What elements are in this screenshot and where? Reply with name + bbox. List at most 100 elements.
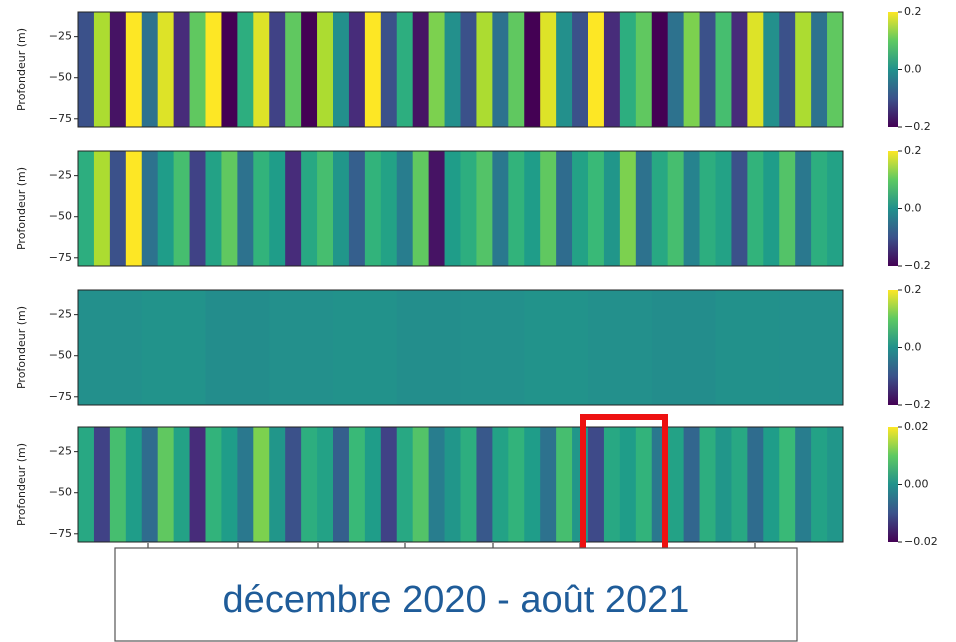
heat-column bbox=[269, 151, 285, 266]
heat-column bbox=[285, 427, 301, 542]
heat-column bbox=[556, 427, 572, 542]
heat-column bbox=[413, 12, 429, 127]
y-tick-label: −75 bbox=[49, 390, 72, 403]
heat-column bbox=[237, 151, 253, 266]
heat-column bbox=[365, 12, 381, 127]
heat-column bbox=[492, 12, 508, 127]
heat-column bbox=[747, 427, 763, 542]
heat-column bbox=[652, 12, 668, 127]
heat-column bbox=[763, 12, 779, 127]
heat-column bbox=[333, 12, 349, 127]
heat-column bbox=[795, 12, 811, 127]
heat-column bbox=[253, 151, 269, 266]
heat-column bbox=[333, 427, 349, 542]
heat-column bbox=[461, 427, 477, 542]
heat-column bbox=[827, 151, 843, 266]
heat-column bbox=[445, 151, 461, 266]
heat-column bbox=[524, 12, 540, 127]
heat-column bbox=[716, 12, 732, 127]
heat-column bbox=[78, 151, 94, 266]
heat-column bbox=[604, 12, 620, 127]
heat-column bbox=[811, 151, 827, 266]
heat-column bbox=[253, 12, 269, 127]
heat-column bbox=[269, 12, 285, 127]
heat-column bbox=[269, 427, 285, 542]
y-axis-label: Profondeur (m) bbox=[15, 167, 28, 250]
y-tick-label: −50 bbox=[49, 349, 72, 362]
heat-column bbox=[684, 151, 700, 266]
heat-column bbox=[620, 427, 636, 542]
heat-column bbox=[126, 427, 142, 542]
y-axis-label: Profondeur (m) bbox=[15, 306, 28, 389]
heat-column bbox=[237, 427, 253, 542]
heat-column bbox=[476, 427, 492, 542]
heat-column bbox=[731, 151, 747, 266]
heat-column bbox=[126, 12, 142, 127]
heat-column bbox=[78, 12, 94, 127]
heat-column bbox=[110, 151, 126, 266]
heat-column bbox=[349, 427, 365, 542]
heat-column bbox=[206, 151, 222, 266]
heat-column bbox=[381, 12, 397, 127]
heat-column bbox=[158, 427, 174, 542]
heat-column bbox=[668, 12, 684, 127]
heat-column bbox=[763, 427, 779, 542]
heat-column bbox=[397, 151, 413, 266]
heat-column bbox=[716, 427, 732, 542]
heat-column bbox=[142, 290, 206, 405]
heat-column bbox=[524, 151, 540, 266]
heat-column bbox=[668, 151, 684, 266]
heat-column bbox=[445, 427, 461, 542]
heat-column bbox=[221, 151, 237, 266]
heat-column bbox=[604, 151, 620, 266]
heat-column bbox=[94, 12, 110, 127]
heat-column bbox=[349, 12, 365, 127]
heat-column bbox=[349, 151, 365, 266]
heat-column bbox=[508, 151, 524, 266]
heat-column bbox=[94, 151, 110, 266]
heat-column bbox=[604, 427, 620, 542]
y-tick-label: −50 bbox=[49, 71, 72, 84]
heat-column bbox=[779, 290, 843, 405]
heat-column bbox=[174, 151, 190, 266]
heat-column bbox=[445, 12, 461, 127]
heat-column bbox=[142, 151, 158, 266]
heat-column bbox=[237, 12, 253, 127]
annotation: décembre 2020 - août 2021 bbox=[223, 579, 690, 621]
heat-column bbox=[285, 151, 301, 266]
heat-column bbox=[301, 427, 317, 542]
colorbar bbox=[888, 151, 898, 266]
heat-column bbox=[206, 427, 222, 542]
heat-column bbox=[221, 427, 237, 542]
colorbar-tick-label: 0.0 bbox=[904, 202, 922, 215]
heat-column bbox=[700, 12, 716, 127]
y-tick-label: −75 bbox=[49, 527, 72, 540]
heat-column bbox=[508, 427, 524, 542]
heat-column bbox=[556, 12, 572, 127]
heat-column bbox=[827, 12, 843, 127]
heat-column bbox=[381, 427, 397, 542]
heat-column bbox=[78, 427, 94, 542]
heat-column bbox=[461, 290, 525, 405]
heat-column bbox=[811, 427, 827, 542]
heat-column bbox=[301, 12, 317, 127]
colorbar-tick-label: −0.2 bbox=[904, 259, 931, 272]
heat-column bbox=[716, 151, 732, 266]
heat-column bbox=[588, 151, 604, 266]
heat-column bbox=[684, 12, 700, 127]
heat-column bbox=[508, 12, 524, 127]
heat-column bbox=[253, 427, 269, 542]
heat-column bbox=[142, 12, 158, 127]
heat-column bbox=[572, 12, 588, 127]
heat-column bbox=[317, 427, 333, 542]
heat-column bbox=[190, 12, 206, 127]
heat-column bbox=[206, 290, 270, 405]
heat-column bbox=[700, 427, 716, 542]
heat-column bbox=[333, 290, 397, 405]
heat-column bbox=[747, 151, 763, 266]
heat-column bbox=[588, 290, 652, 405]
heat-column bbox=[429, 12, 445, 127]
heat-column bbox=[492, 427, 508, 542]
heat-column bbox=[397, 12, 413, 127]
